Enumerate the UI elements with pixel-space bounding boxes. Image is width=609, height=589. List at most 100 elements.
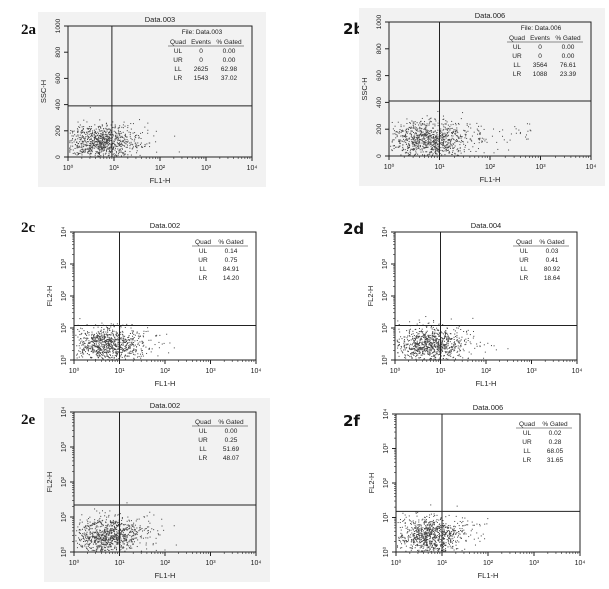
table-cell: 0.28 (549, 439, 562, 446)
y-axis-label: FL2-H (45, 286, 54, 307)
table-cell: 0.03 (546, 248, 559, 255)
y-tick-label: 800 (55, 46, 62, 57)
y-tick-label: 400 (376, 97, 383, 108)
x-tick-label: 10¹ (437, 560, 448, 567)
y-tick-label: 1000 (55, 18, 62, 33)
chart-svg-2d: Data.004 10⁰ 10¹ 10² 10³ 10⁴ 10⁰ 10¹ 10² 10³ 10⁴ FL… (366, 221, 583, 388)
plot-2c: Data.002 10⁰ 10¹ 10² 10³ 10⁴ 10⁰ 10¹ 10² 10³ 10⁴ FL… (44, 218, 270, 390)
table-cell: 80.92 (544, 266, 561, 273)
x-tick-label: 10¹ (109, 165, 120, 172)
table-header: % Gated (216, 39, 242, 46)
panel-label-2e: 2e (21, 412, 36, 428)
scatter-points (75, 318, 175, 360)
y-tick-label: 10³ (382, 258, 389, 269)
y-tick-label: 400 (55, 99, 62, 110)
table-cell: UL (523, 430, 532, 437)
y-tick-label: 0 (376, 154, 383, 158)
y-tick-label: 10² (61, 290, 68, 301)
x-tick-label: 10⁰ (69, 559, 80, 567)
chart-title: Data.002 (150, 401, 180, 410)
table-cell: 1543 (194, 75, 209, 82)
y-tick-label: 10⁰ (60, 547, 68, 558)
table-cell: UR (198, 257, 208, 264)
y-tick-label: 10² (383, 477, 390, 488)
table-cell: UL (513, 44, 522, 51)
table-cell: UR (519, 257, 529, 264)
table-cell: UL (174, 48, 183, 55)
table-cell: 31.65 (547, 457, 564, 464)
table-cell: UR (198, 437, 208, 444)
x-tick-label: 10⁴ (575, 560, 586, 567)
y-tick-label: 10³ (61, 258, 68, 269)
x-axis-label: FL1-H (155, 379, 176, 388)
table-cell: 0.00 (562, 44, 575, 51)
chart-svg-2b: Data.006 10⁰ 10¹ 10² 10³ 10⁴ 0 200 400 600 800 1000… (360, 11, 596, 184)
x-tick-label: 10⁴ (251, 368, 262, 375)
table-header: Events (530, 35, 551, 42)
table-cell: UR (512, 53, 522, 60)
table-cell: 0 (538, 44, 542, 51)
y-tick-label: 200 (376, 123, 383, 134)
table-cell: LR (523, 457, 532, 464)
chart-svg-2c: Data.002 10⁰ 10¹ 10² 10³ 10⁴ 10⁰ 10¹ 10² 10³ 10⁴ FL… (45, 221, 262, 388)
table-header: Quad (516, 239, 532, 246)
panel-label-2d: 2d (343, 220, 365, 238)
plot-2f: Data.006 10⁰ 10¹ 10² 10³ 10⁴ 10⁰ 10¹ 10² 10³ 10⁴ FL… (366, 400, 594, 582)
table-header: Events (191, 39, 212, 46)
table-cell: UL (520, 248, 529, 255)
x-tick-label: 10¹ (435, 368, 446, 375)
x-tick-label: 10¹ (114, 368, 125, 375)
table-cell: 0.00 (223, 48, 236, 55)
scatter-points (397, 504, 489, 552)
table-header: % Gated (218, 239, 244, 246)
table-cell: 0 (199, 57, 203, 64)
table-cell: 3564 (533, 62, 548, 69)
table-header: % Gated (539, 239, 565, 246)
table-cell: LL (174, 66, 182, 73)
x-tick-label: 10⁰ (391, 559, 402, 567)
table-header: Quad (195, 239, 211, 246)
x-tick-label: 10² (485, 164, 496, 171)
table-cell: 23.39 (560, 71, 577, 78)
y-tick-label: 800 (376, 43, 383, 54)
table-cell: LL (520, 266, 528, 273)
chart-title: Data.004 (471, 221, 501, 230)
table-cell: UL (199, 428, 208, 435)
table-cell: LL (199, 266, 207, 273)
x-tick-label: 10³ (526, 368, 537, 375)
table-cell: 0.25 (225, 437, 238, 444)
file-label: File: Data.003 (182, 29, 223, 36)
y-axis-label: SSC-H (360, 77, 369, 100)
table-header: Quad (509, 35, 525, 42)
table-cell: 37.02 (221, 75, 238, 82)
y-tick-label: 10³ (61, 441, 68, 452)
file-label: File: Data.006 (521, 25, 562, 32)
table-cell: 0.00 (223, 57, 236, 64)
x-tick-label: 10³ (535, 164, 546, 171)
panel-label-2b: 2b (343, 20, 365, 38)
x-axis-label: FL1-H (150, 176, 171, 185)
y-tick-label: 10¹ (382, 322, 389, 333)
y-tick-label: 10⁰ (382, 547, 390, 558)
y-tick-label: 10⁴ (383, 409, 390, 420)
panel-label-2f: 2f (343, 412, 360, 430)
table-cell: LR (199, 455, 208, 462)
x-tick-label: 10³ (201, 165, 212, 172)
table-cell: UR (522, 439, 532, 446)
plot-2b: Data.006 10⁰ 10¹ 10² 10³ 10⁴ 0 200 400 600 800 1000… (359, 8, 605, 186)
table-header: % Gated (542, 421, 568, 428)
table-header: Quad (195, 419, 211, 426)
x-tick-label: 10⁴ (572, 368, 583, 375)
x-tick-label: 10² (160, 368, 171, 375)
chart-svg-2a: Data.003 10⁰ 10¹ 10² 10³ 10⁴ 0 200 400 600 800 1000… (39, 15, 257, 185)
table-cell: LL (199, 446, 207, 453)
table-cell: LR (520, 275, 529, 282)
table-cell: 2625 (194, 66, 209, 73)
table-cell: 51.69 (223, 446, 240, 453)
y-tick-label: 1000 (376, 14, 383, 29)
table-cell: 68.05 (547, 448, 564, 455)
scatter-points (75, 502, 177, 552)
y-tick-label: 600 (376, 70, 383, 81)
table-cell: 48.07 (223, 455, 240, 462)
x-axis-label: FL1-H (478, 571, 499, 580)
